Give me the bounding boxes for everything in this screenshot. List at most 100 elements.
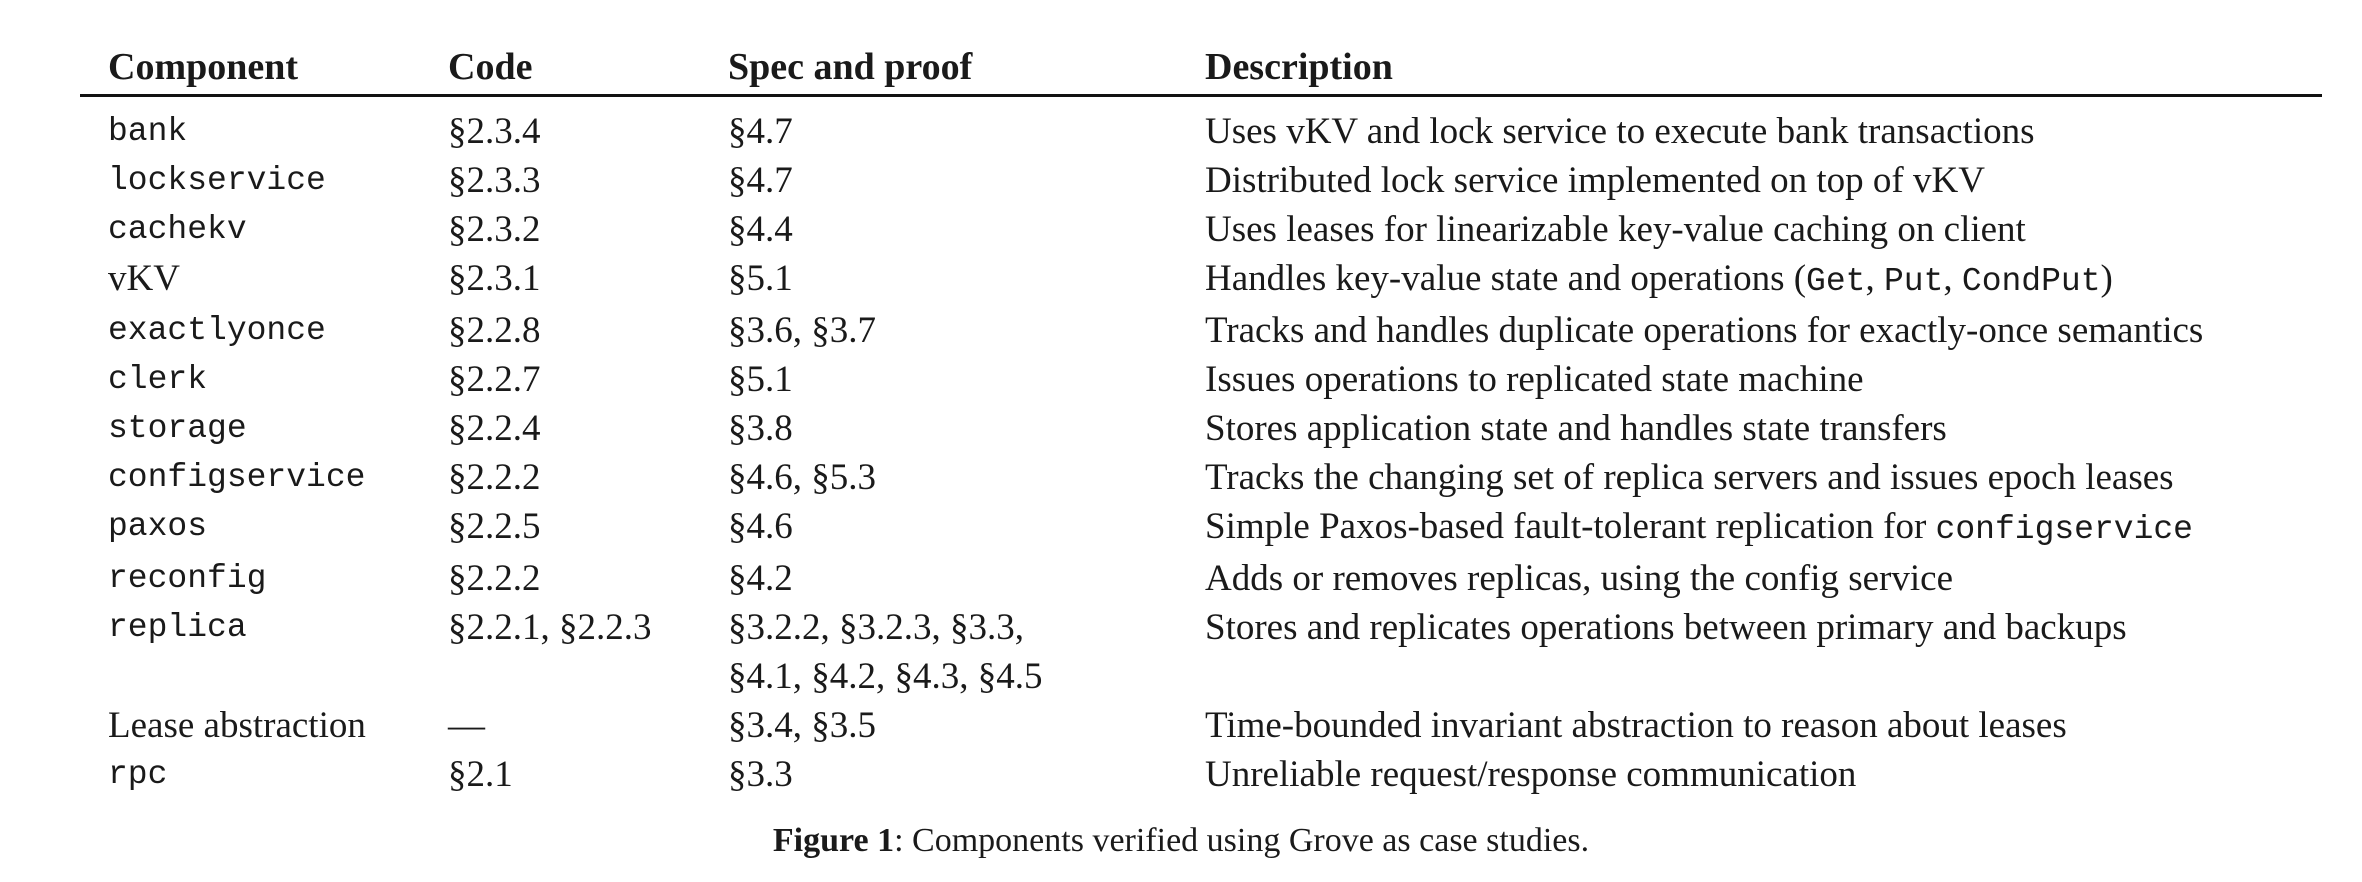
- cell-code: §2.3.4: [448, 111, 541, 152]
- cell-component: lockservice: [108, 162, 326, 199]
- cell-component: configservice: [108, 459, 366, 496]
- cell-component: reconfig: [108, 560, 267, 597]
- components-table: Component Code Spec and proof Descriptio…: [80, 40, 2322, 799]
- spec-line: §5.1: [728, 359, 793, 400]
- description-text: Unreliable request/response communicatio…: [1205, 754, 1857, 795]
- table-row: replica §2.2.1, §2.2.3 §3.2.2, §3.2.3, §3.…: [80, 603, 2322, 701]
- cell-spec-and-proof: §4.6: [700, 502, 1177, 554]
- description-text: ,: [1943, 258, 1962, 299]
- cell-spec-and-proof: §5.1: [700, 254, 1177, 306]
- cell-code: §2.3.2: [448, 209, 541, 250]
- cell-description: Handles key-value state and operations (…: [1177, 254, 2322, 306]
- table-row: exactlyonce §2.2.8 §3.6, §3.7 Tracks and ha…: [80, 306, 2322, 355]
- table-body: bank §2.3.4 §4.7 Uses vKV and lock service …: [80, 96, 2322, 800]
- cell-component: storage: [108, 410, 247, 447]
- table-row: clerk §2.2.7 §5.1 Issues operations to repl…: [80, 355, 2322, 404]
- spec-line: §3.4, §3.5: [728, 705, 876, 746]
- table-row: bank §2.3.4 §4.7 Uses vKV and lock service …: [80, 96, 2322, 157]
- table-header: Component Code Spec and proof Descriptio…: [80, 40, 2322, 97]
- spec-line: §4.6, §5.3: [728, 457, 876, 498]
- table-row: storage §2.2.4 §3.8 Stores application stat…: [80, 404, 2322, 453]
- cell-description: Tracks the changing set of replica serve…: [1177, 453, 2322, 502]
- cell-description: Simple Paxos-based fault-tolerant replic…: [1177, 502, 2322, 554]
- cell-spec-and-proof: §4.2: [700, 554, 1177, 603]
- cell-code: §2.3.1: [448, 258, 541, 299]
- cell-spec-and-proof: §3.8: [700, 404, 1177, 453]
- cell-description: Unreliable request/response communicatio…: [1177, 750, 2322, 799]
- cell-description: Time-bounded invariant abstraction to re…: [1177, 701, 2322, 750]
- table-row: cachekv §2.3.2 §4.4 Uses leases for lineari…: [80, 205, 2322, 254]
- description-text: Time-bounded invariant abstraction to re…: [1205, 705, 2067, 746]
- figure-caption: Figure 1: Components verified using Grov…: [0, 822, 2362, 860]
- description-code-term: Put: [1883, 263, 1944, 300]
- spec-line: §4.4: [728, 209, 793, 250]
- cell-code: §2.2.8: [448, 310, 541, 351]
- cell-spec-and-proof: §4.6, §5.3: [700, 453, 1177, 502]
- spec-line: §4.7: [728, 160, 793, 201]
- description-text: Adds or removes replicas, using the conf…: [1205, 558, 1954, 599]
- cell-description: Adds or removes replicas, using the conf…: [1177, 554, 2322, 603]
- cell-component: cachekv: [108, 211, 247, 248]
- cell-code: §2.2.4: [448, 408, 541, 449]
- description-text: ): [2100, 258, 2113, 299]
- cell-spec-and-proof: §5.1: [700, 355, 1177, 404]
- header-row: Component Code Spec and proof Descriptio…: [80, 40, 2322, 97]
- description-text: Tracks and handles duplicate operations …: [1205, 310, 2204, 351]
- cell-component: clerk: [108, 361, 208, 398]
- cell-spec-and-proof: §4.7: [700, 96, 1177, 157]
- cell-code: —: [448, 705, 485, 746]
- description-text: Stores application state and handles sta…: [1205, 408, 1947, 449]
- caption-text: : Components verified using Grove as cas…: [894, 822, 1590, 859]
- spec-line: §4.1, §4.2, §4.3, §4.5: [728, 656, 1043, 697]
- cell-code: §2.1: [448, 754, 513, 795]
- spec-line: §4.2: [728, 558, 793, 599]
- header-code: Code: [420, 40, 700, 97]
- table-row: vKV §2.3.1 §5.1 Handles key-value state and…: [80, 254, 2322, 306]
- cell-component: bank: [108, 113, 188, 150]
- cell-code: §2.2.7: [448, 359, 541, 400]
- cell-component: vKV: [108, 258, 180, 299]
- cell-code: §2.2.1, §2.2.3: [448, 607, 652, 648]
- spec-line: §3.2.2, §3.2.3, §3.3,: [728, 607, 1024, 648]
- spec-line: §5.1: [728, 258, 793, 299]
- cell-component: paxos: [108, 508, 208, 545]
- description-code-term: configservice: [1935, 511, 2193, 548]
- table-row: lockservice §2.3.3 §4.7 Distributed lock se…: [80, 156, 2322, 205]
- description-code-term: Get: [1806, 263, 1866, 300]
- header-spec-and-proof: Spec and proof: [700, 40, 1177, 97]
- cell-spec-and-proof: §4.4: [700, 205, 1177, 254]
- spec-line: §4.7: [728, 111, 793, 152]
- description-text: Handles key-value state and operations (: [1205, 258, 1807, 299]
- spec-line: §3.6, §3.7: [728, 310, 876, 351]
- cell-description: Uses vKV and lock service to execute ban…: [1177, 96, 2322, 157]
- cell-code: §2.3.3: [448, 160, 541, 201]
- cell-component: replica: [108, 609, 247, 646]
- spec-line: §3.8: [728, 408, 793, 449]
- description-code-term: CondPut: [1961, 263, 2101, 300]
- description-text: Issues operations to replicated state ma…: [1205, 359, 1864, 400]
- figure-label: Figure 1: [772, 822, 895, 859]
- cell-description: Issues operations to replicated state ma…: [1177, 355, 2322, 404]
- cell-description: Uses leases for linearizable key-value c…: [1177, 205, 2322, 254]
- table-row: Lease abstraction — §3.4, §3.5 Time-bounded…: [80, 701, 2322, 750]
- cell-spec-and-proof: §3.2.2, §3.2.3, §3.3, §4.1, §4.2, §4.3, §…: [700, 603, 1177, 701]
- spec-line: §4.6: [728, 506, 793, 547]
- description-text: Uses leases for linearizable key-value c…: [1205, 209, 2026, 250]
- table-row: reconfig §2.2.2 §4.2 Adds or removes replic…: [80, 554, 2322, 603]
- cell-spec-and-proof: §4.7: [700, 156, 1177, 205]
- cell-description: Stores application state and handles sta…: [1177, 404, 2322, 453]
- cell-component: exactlyonce: [108, 312, 326, 349]
- description-text: Uses vKV and lock service to execute ban…: [1205, 111, 2035, 152]
- table-row: paxos §2.2.5 §4.6 Simple Paxos-based fault-…: [80, 502, 2322, 554]
- cell-code: §2.2.5: [448, 506, 541, 547]
- cell-code: §2.2.2: [448, 457, 541, 498]
- description-text: Simple Paxos-based fault-tolerant replic…: [1205, 506, 1936, 547]
- header-component: Component: [80, 40, 420, 97]
- table-row: rpc §2.1 §3.3 Unreliable request/response c…: [80, 750, 2322, 799]
- header-description: Description: [1177, 40, 2322, 97]
- cell-code: §2.2.2: [448, 558, 541, 599]
- cell-description: Distributed lock service implemented on …: [1177, 156, 2322, 205]
- cell-description: Tracks and handles duplicate operations …: [1177, 306, 2322, 355]
- cell-component: Lease abstraction: [108, 705, 366, 746]
- spec-line: §3.3: [728, 754, 793, 795]
